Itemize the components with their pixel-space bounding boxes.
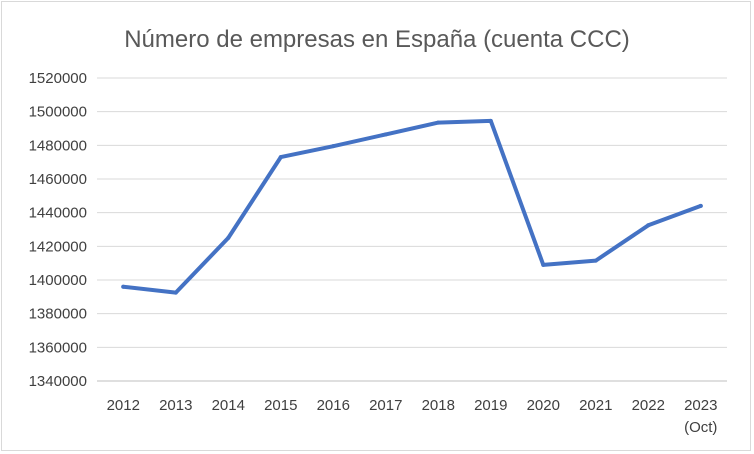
y-tick-label: 1520000	[29, 70, 87, 87]
x-tick-label: 2016	[317, 397, 350, 414]
x-tick-label: 2020	[527, 397, 560, 414]
x-tick-label: 2017	[369, 397, 402, 414]
x-tick-label: 2019	[474, 397, 507, 414]
x-tick-label: 2013	[159, 397, 192, 414]
x-tick-label: 2018	[422, 397, 455, 414]
x-tick-label: 2022	[632, 397, 665, 414]
y-tick-label: 1500000	[29, 104, 87, 121]
data-point	[278, 155, 283, 160]
data-point	[698, 203, 703, 208]
x-tick-label: 2012	[107, 397, 140, 414]
y-tick-label: 1380000	[29, 306, 87, 323]
data-point	[593, 258, 598, 263]
x-tick-label: 2015	[264, 397, 297, 414]
gridlines	[97, 77, 727, 382]
x-tick-label: 2014	[212, 397, 245, 414]
y-tick-label: 1340000	[29, 373, 87, 390]
x-tick-label: 2021	[579, 397, 612, 414]
y-tick-label: 1460000	[29, 171, 87, 188]
x-tick-label: 2023 (Oct)	[684, 397, 717, 436]
y-tick-label: 1480000	[29, 137, 87, 154]
y-tick-label: 1360000	[29, 339, 87, 356]
y-tick-label: 1440000	[29, 205, 87, 222]
data-point	[383, 132, 388, 137]
series-line	[121, 118, 703, 295]
data-point	[436, 120, 441, 125]
y-axis-ticks: 1340000 1360000 1380000 1400000 1420000 14400…	[29, 70, 87, 390]
x-axis-ticks: 2012 2013 2014 2015 2016 2017 2018 2019 2020 2021…	[107, 397, 718, 436]
y-tick-label: 1400000	[29, 272, 87, 289]
data-point	[488, 118, 493, 123]
data-point	[646, 223, 651, 228]
series-group	[121, 118, 703, 295]
y-tick-label: 1420000	[29, 238, 87, 255]
data-point	[173, 290, 178, 295]
data-point	[121, 284, 126, 289]
chart-title: Número de empresas en España (cuenta CCC…	[124, 26, 630, 53]
data-point	[331, 144, 336, 149]
data-point	[541, 262, 546, 267]
data-point	[226, 235, 231, 240]
